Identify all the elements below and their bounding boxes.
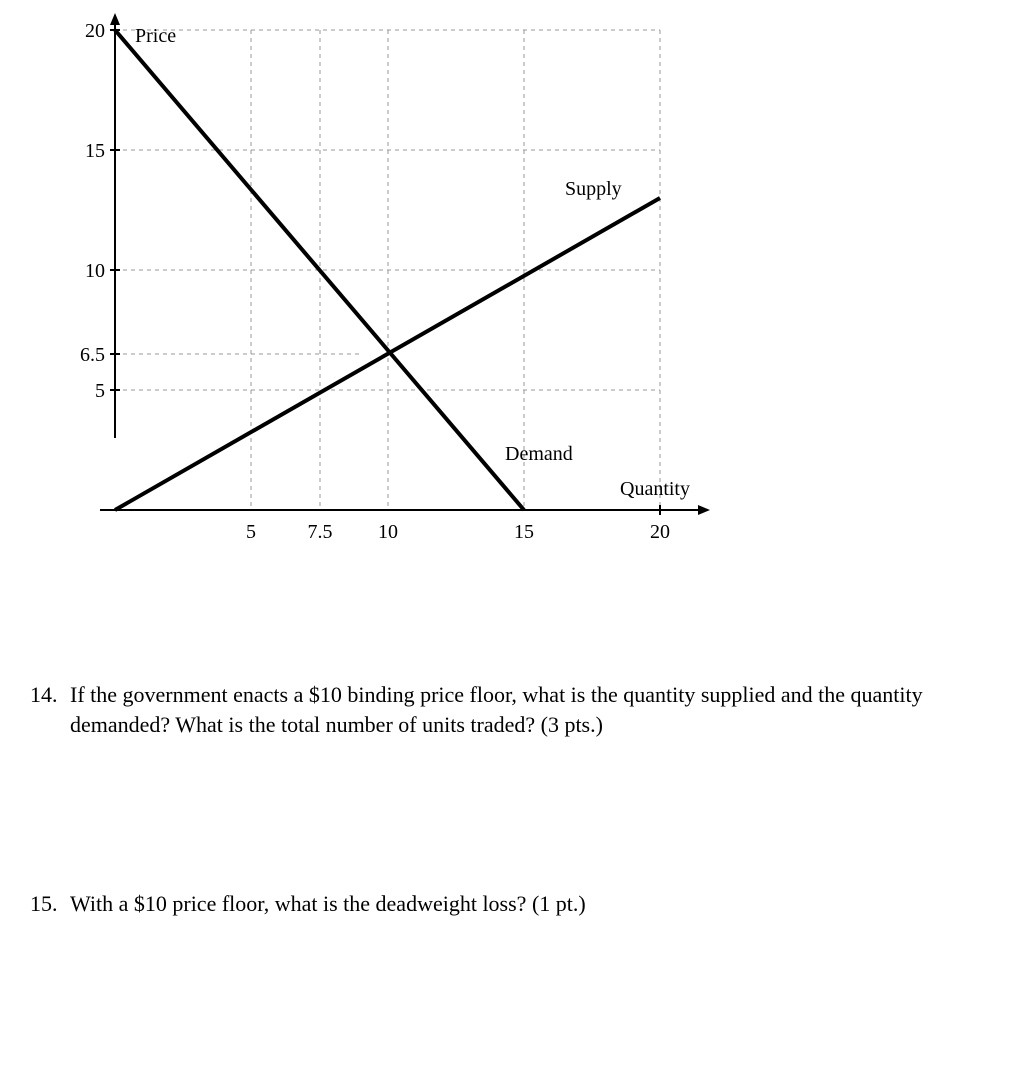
ytick-15: 15 xyxy=(85,140,105,162)
ytick-6.5: 6.5 xyxy=(80,344,105,366)
xtick-5: 5 xyxy=(246,521,256,543)
ytick-10: 10 xyxy=(85,260,105,282)
q15-number: 15. xyxy=(30,889,70,919)
demand-label: Demand xyxy=(505,443,573,465)
x-axis-arrow xyxy=(698,505,710,515)
supply-label: Supply xyxy=(565,178,622,200)
question-15: 15. With a $10 price floor, what is the … xyxy=(30,889,994,919)
ytick-20: 20 xyxy=(85,20,105,42)
q14-number: 14. xyxy=(30,680,70,739)
question-14: 14. If the government enacts a $10 bindi… xyxy=(30,680,994,739)
q14-text: If the government enacts a $10 binding p… xyxy=(70,680,994,739)
xtick-15: 15 xyxy=(514,521,534,543)
xtick-7.5: 7.5 xyxy=(308,521,333,543)
supply-demand-chart: 20 15 10 6.5 5 5 7.5 10 15 20 Price Quan… xyxy=(60,10,740,590)
ytick-5: 5 xyxy=(95,380,105,402)
y-axis-arrow xyxy=(110,13,120,25)
y-axis-label: Price xyxy=(135,25,176,47)
xtick-10: 10 xyxy=(378,521,398,543)
xtick-20: 20 xyxy=(650,521,670,543)
x-axis-label: Quantity xyxy=(620,478,690,500)
gridlines xyxy=(115,30,660,510)
q15-text: With a $10 price floor, what is the dead… xyxy=(70,889,994,919)
